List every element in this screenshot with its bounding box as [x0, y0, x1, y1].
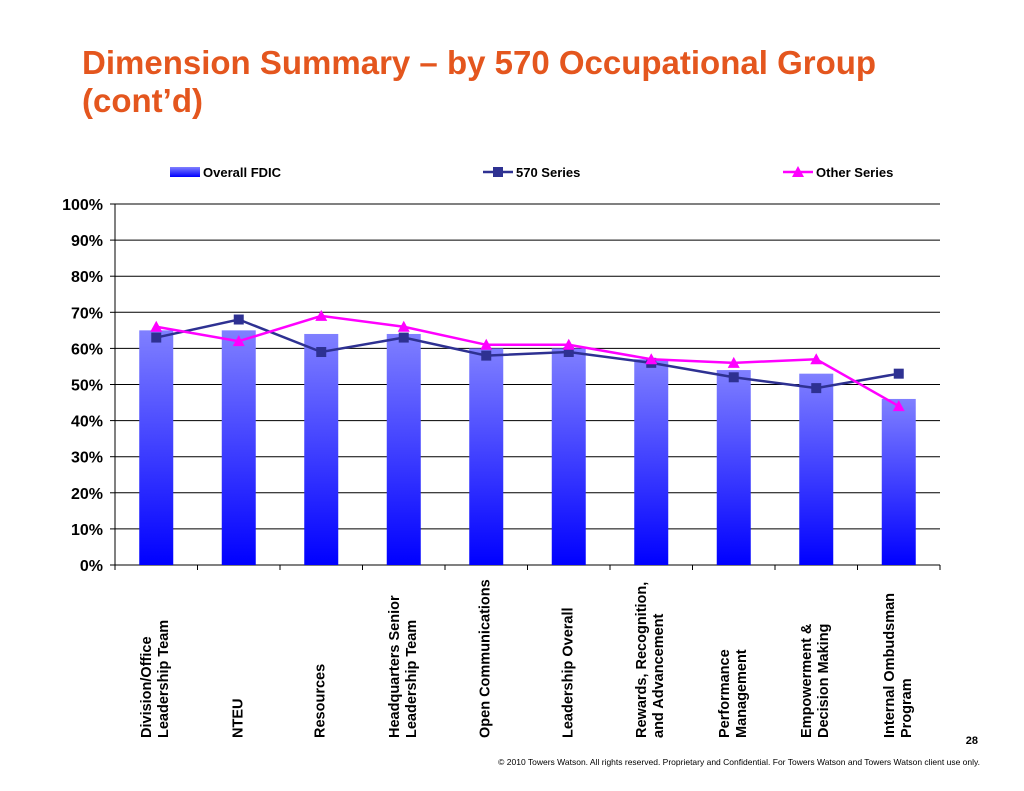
x-tick-label: Internal Ombudsman Program [881, 592, 915, 738]
x-tick-label: NTEU [230, 698, 247, 738]
marker [398, 332, 409, 343]
bar [469, 348, 504, 565]
marker [481, 350, 492, 361]
y-tick-label: 10% [71, 522, 103, 539]
x-tick-label: Empowerment & Decision Making [799, 623, 833, 738]
y-tick-label: 70% [71, 305, 103, 322]
y-tick-label: 0% [80, 558, 103, 575]
line [156, 314, 900, 408]
y-tick-label: 30% [71, 450, 103, 467]
bar [139, 330, 174, 565]
marker [645, 353, 658, 365]
legend-swatch [170, 167, 200, 177]
marker [810, 353, 823, 365]
marker [563, 347, 574, 358]
marker [397, 320, 410, 332]
x-tick-label: Open Communications [477, 579, 494, 738]
line [155, 318, 899, 390]
page-number: 28 [965, 735, 978, 747]
bar [799, 373, 834, 565]
marker [150, 320, 163, 332]
y-tick-label: 50% [71, 378, 103, 395]
y-tick-label: 80% [71, 269, 103, 286]
marker [728, 372, 739, 383]
marker [232, 335, 245, 347]
marker [151, 332, 162, 343]
marker [316, 347, 327, 358]
bar [551, 348, 586, 565]
marker [233, 314, 244, 325]
bar [304, 333, 339, 565]
y-tick-label: 40% [71, 414, 103, 431]
bar [716, 370, 751, 565]
chart-title: Dimension Summary – by 570 Occupational … [82, 44, 877, 119]
bar [386, 333, 421, 565]
marker [315, 309, 328, 321]
bar [221, 330, 256, 565]
x-tick-label: Headquarters Senior Leadership Team [386, 595, 420, 738]
legend-label: Other Series [816, 165, 893, 180]
x-tick-label: Leadership Overall [560, 607, 577, 738]
x-tick-label: Rewards, Recognition, and Advancement [634, 581, 668, 738]
legend-label: Overall FDIC [203, 165, 282, 180]
x-tick-label: Division/Office Leadership Team [139, 619, 173, 738]
legend-marker [792, 166, 804, 177]
y-tick-label: 60% [71, 341, 103, 358]
legend-label: 570 Series [516, 165, 580, 180]
legend-marker [493, 167, 503, 177]
y-tick-label: 20% [71, 486, 103, 503]
marker [892, 400, 905, 412]
marker [727, 356, 740, 368]
y-tick-label: 90% [71, 233, 103, 250]
bar [881, 398, 916, 565]
x-tick-label: Resources [312, 663, 329, 738]
marker [811, 383, 822, 394]
footer: © 2010 Towers Watson. All rights reserve… [498, 757, 980, 767]
marker [893, 368, 904, 379]
marker [480, 338, 493, 350]
bar [634, 359, 669, 565]
marker [562, 338, 575, 350]
x-tick-label: Performance Management [716, 649, 750, 738]
y-tick-label: 100% [62, 197, 103, 214]
